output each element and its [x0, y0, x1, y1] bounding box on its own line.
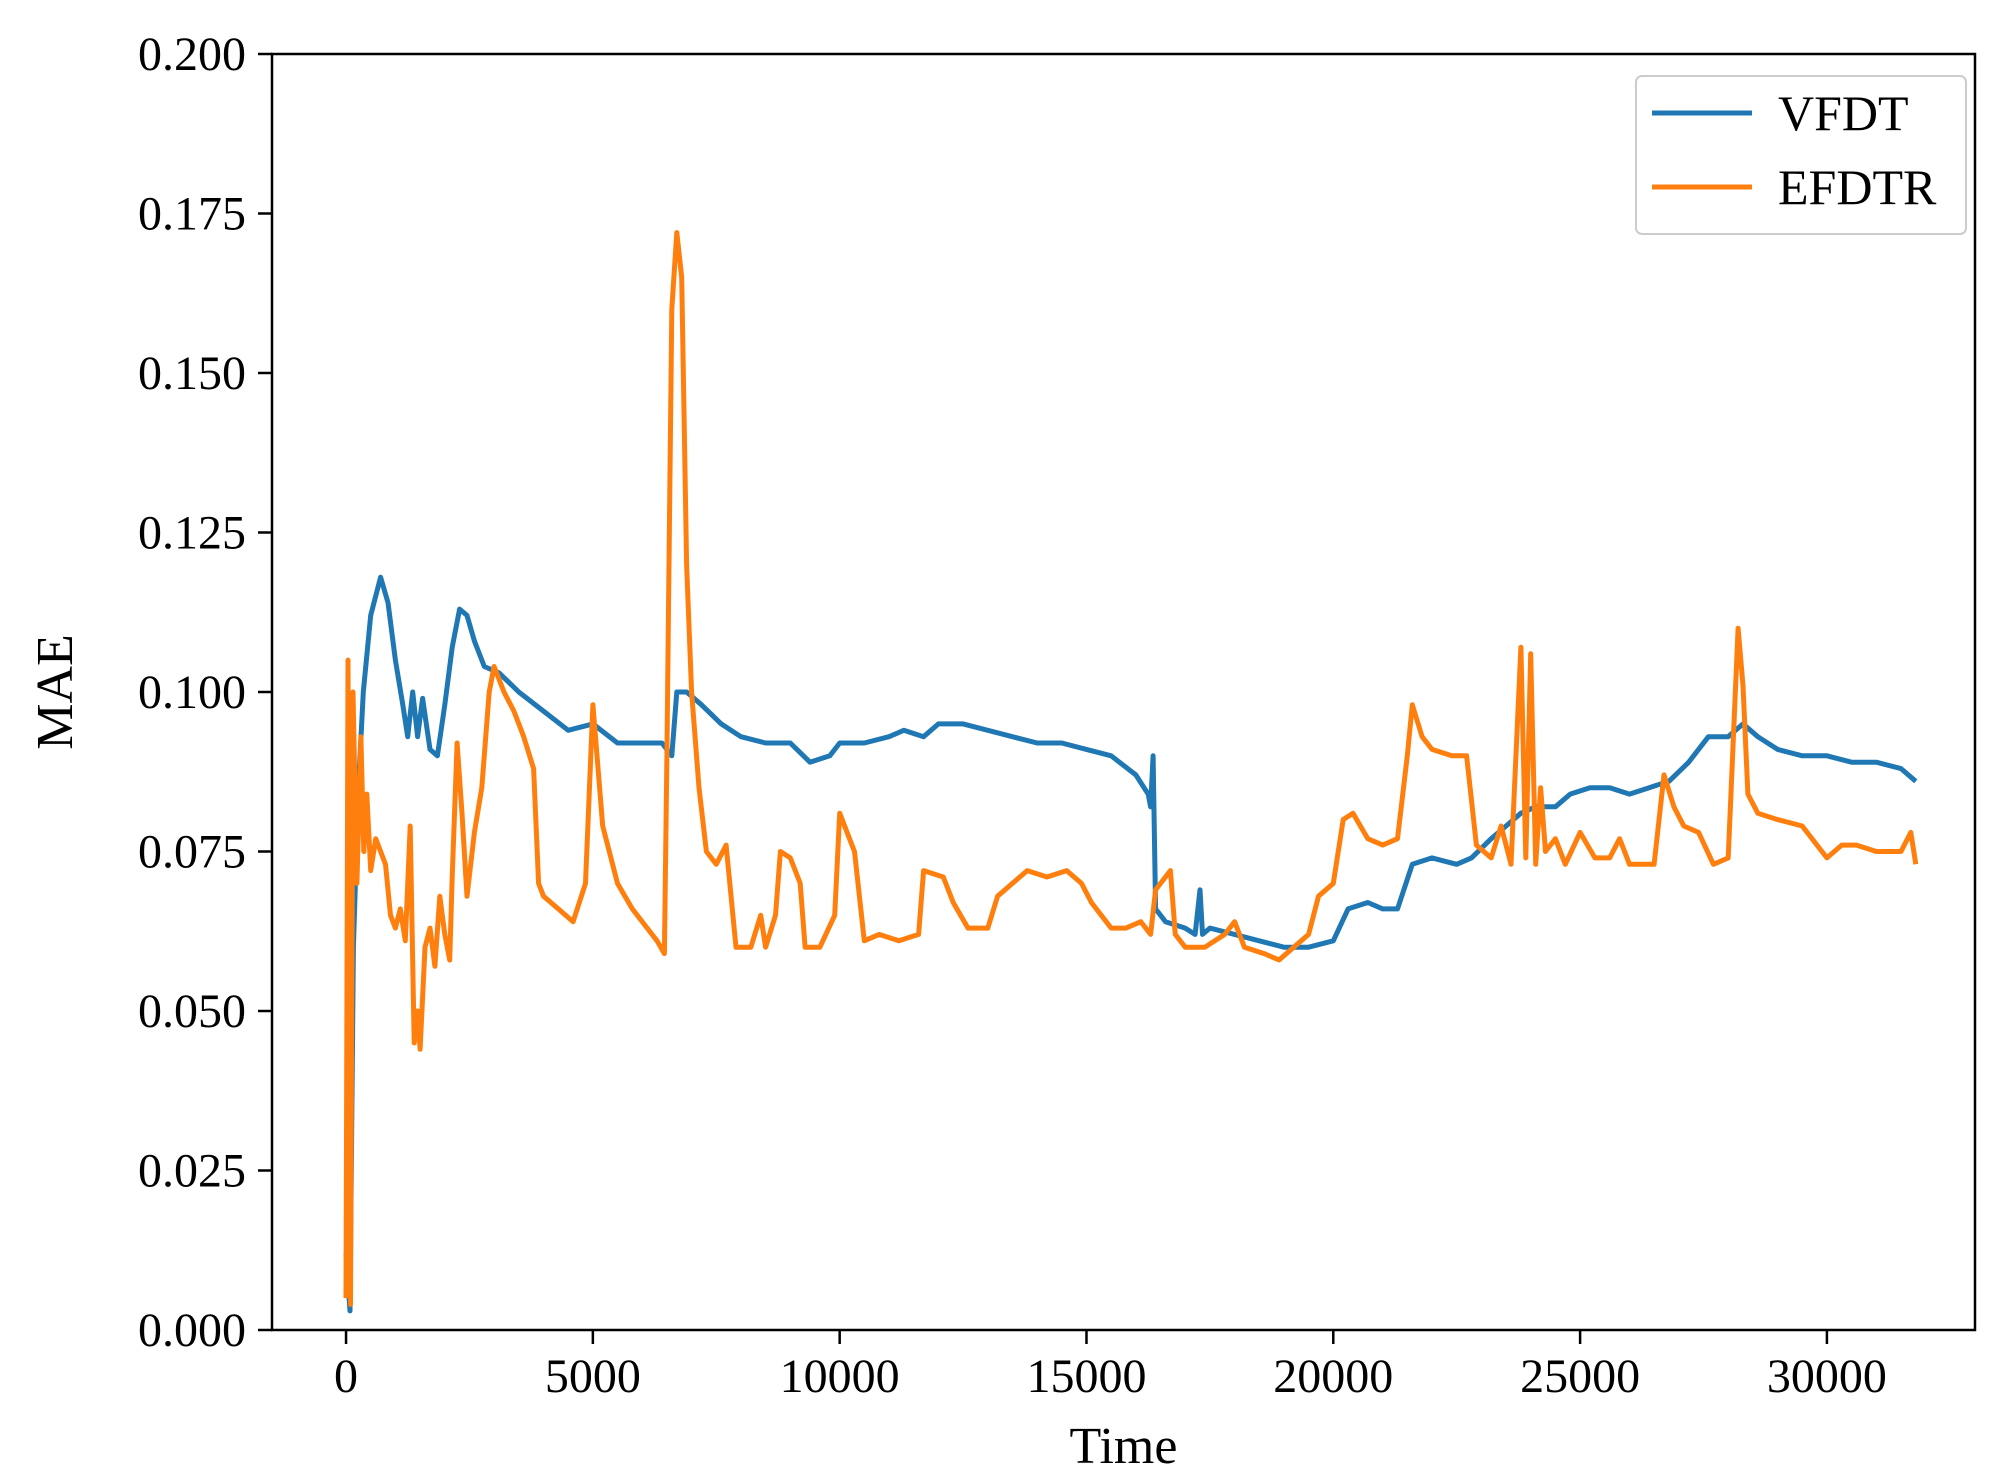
plot-lines — [343, 230, 1919, 1314]
series-line-vfdt — [343, 574, 1918, 1314]
y-tick-label: 0.075 — [138, 826, 246, 879]
x-axis: 0 5000 10000 15000 20000 25000 30000 — [334, 1330, 1887, 1403]
y-axis-title: MAE — [27, 634, 84, 750]
y-tick-label: 0.000 — [138, 1304, 246, 1357]
y-tick-label: 0.150 — [138, 347, 246, 400]
legend: VFDT EFDTR — [1635, 75, 1967, 235]
series-line-efdtr — [343, 230, 1919, 1307]
x-tick-label: 10000 — [780, 1350, 900, 1403]
x-tick-label: 25000 — [1520, 1350, 1640, 1403]
x-tick-label: 20000 — [1273, 1350, 1393, 1403]
y-tick-label: 0.100 — [138, 666, 246, 719]
x-tick-label: 0 — [334, 1350, 358, 1403]
y-tick-label: 0.125 — [138, 507, 246, 560]
x-tick-label: 15000 — [1026, 1350, 1146, 1403]
y-axis: 0.000 0.025 0.050 0.075 0.100 0.125 0.150 0.175… — [138, 28, 272, 1357]
x-axis-title: Time — [1070, 1418, 1178, 1475]
y-tick-label: 0.200 — [138, 28, 246, 81]
y-tick-label: 0.050 — [138, 985, 246, 1038]
y-tick-label: 0.175 — [138, 188, 246, 241]
y-tick-label: 0.025 — [138, 1145, 246, 1198]
x-tick-label: 5000 — [545, 1350, 641, 1403]
legend-label-efdtr: EFDTR — [1778, 159, 1937, 215]
legend-label-vfdt: VFDT — [1778, 85, 1909, 141]
x-tick-label: 30000 — [1767, 1350, 1887, 1403]
